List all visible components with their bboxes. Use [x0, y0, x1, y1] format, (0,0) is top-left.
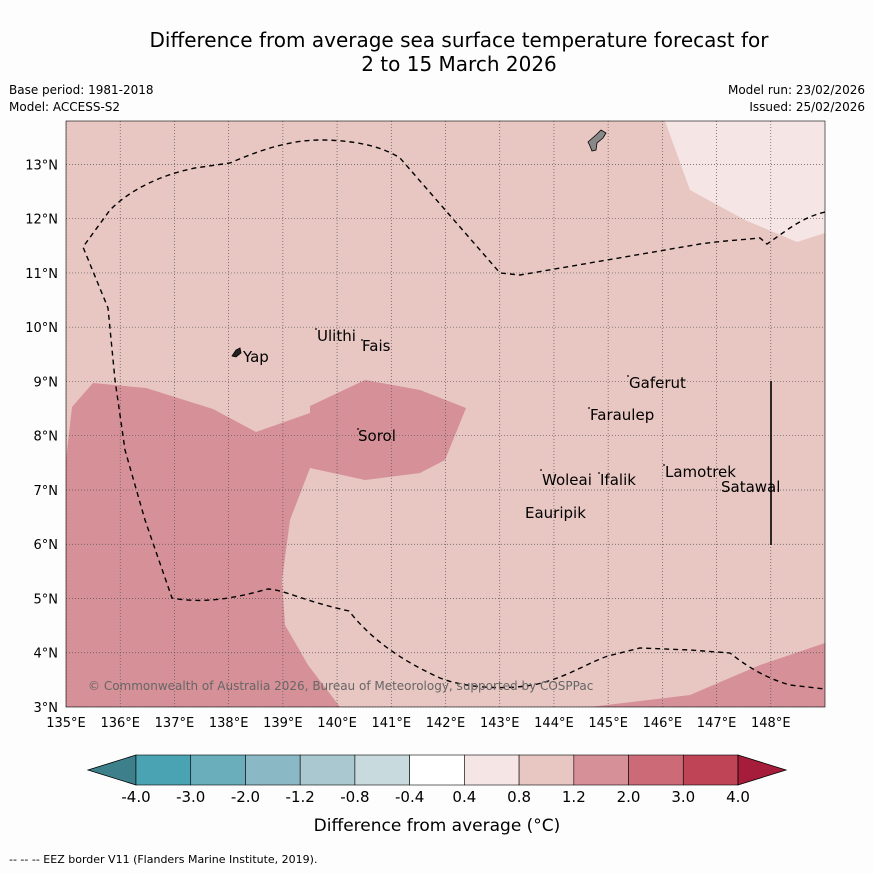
- issued-date: Issued: 25/02/2026: [749, 100, 865, 114]
- lon-tick-label: 148°E: [751, 716, 791, 731]
- colorbar-tick-label: -0.4: [394, 788, 425, 806]
- island-marker: [540, 469, 542, 471]
- place-label-faraulep: Faraulep: [590, 406, 654, 424]
- lat-tick-label: 6°N: [34, 538, 59, 553]
- colorbar-tick-label: 2.0: [616, 788, 641, 806]
- colorbar-swatch: [518, 754, 575, 786]
- chart-title: Difference from average sea surface temp…: [0, 28, 873, 76]
- colorbar-extend-low: [86, 754, 137, 786]
- guam-island: [587, 129, 607, 152]
- lon-tick-label: 145°E: [588, 716, 628, 731]
- colorbar-swatch: [682, 754, 739, 786]
- colorbar-tick-label: 4.0: [726, 788, 750, 806]
- colorbar-tick-label: -1.2: [285, 788, 315, 806]
- copyright-notice: © Commonwealth of Australia 2026, Bureau…: [88, 679, 593, 693]
- lat-tick-label: 3°N: [34, 701, 59, 716]
- lon-tick-label: 138°E: [209, 716, 249, 731]
- lon-tick-label: 143°E: [480, 716, 520, 731]
- map-frame: [65, 120, 826, 708]
- colorbar-tick-label: -4.0: [121, 788, 151, 806]
- colorbar-extend-high: [737, 754, 788, 786]
- lat-tick-label: 4°N: [34, 647, 59, 662]
- lon-tick-label: 140°E: [317, 716, 357, 731]
- island-marker: [315, 328, 317, 330]
- colorbar-title: Difference from average (°C): [313, 816, 561, 836]
- lon-tick-label: 135°E: [46, 716, 86, 731]
- island-marker: [361, 339, 363, 341]
- lat-tick-label: 13°N: [25, 158, 58, 173]
- model-run: Model run: 23/02/2026: [727, 83, 865, 97]
- footnote: -- -- -- EEZ border V11 (Flanders Marine…: [9, 853, 318, 866]
- place-label-sorol: Sorol: [358, 427, 396, 445]
- island-marker: [663, 464, 665, 466]
- meta-left: Base period: 1981-2018 Model: ACCESS-S2: [9, 82, 154, 116]
- lon-tick-label: 137°E: [155, 716, 195, 731]
- anomaly-band-0.4-0.8: [665, 121, 825, 242]
- place-label-woleai: Woleai: [542, 471, 592, 489]
- colorbar-swatch: [573, 754, 629, 786]
- colorbar-swatch: [245, 754, 301, 786]
- anomaly-band-1.2-2.0-west: [66, 380, 466, 707]
- colorbar-swatch: [135, 754, 192, 786]
- colorbar-tick-label: 3.0: [671, 788, 696, 806]
- place-label-eauripik: Eauripik: [525, 504, 586, 522]
- place-label-fais: Fais: [362, 337, 391, 355]
- eez-border: [82, 139, 825, 690]
- lon-tick-label: 139°E: [263, 716, 303, 731]
- place-labels: Ulithi Fais Yap Gaferut Faraulep Sorol Lamotre…: [242, 327, 780, 522]
- model-name: Model: ACCESS-S2: [9, 100, 121, 114]
- colorbar-tick-label: -3.0: [176, 788, 206, 806]
- map-axes: 135°E 136°E 137°E 138°E 139°E 140°E 141°E 142°E…: [25, 158, 790, 731]
- island-marker: [588, 407, 590, 409]
- colorbar-swatch: [409, 754, 465, 786]
- lat-tick-label: 11°N: [25, 267, 58, 282]
- colorbar-swatch: [299, 754, 356, 786]
- island-marker: [598, 472, 600, 474]
- anomaly-band-1.2-2.0-southeast: [590, 643, 825, 707]
- colorbar: [86, 754, 788, 786]
- graticule: [66, 121, 825, 707]
- lat-tick-label: 9°N: [34, 375, 59, 390]
- lon-tick-label: 136°E: [100, 716, 140, 731]
- colorbar-swatch: [190, 754, 246, 786]
- island-marker: [627, 375, 629, 377]
- place-label-yap: Yap: [242, 348, 269, 366]
- colorbar-tick-label: 0.4: [452, 788, 477, 806]
- lat-tick-label: 12°N: [25, 213, 58, 228]
- colorbar-swatch: [354, 754, 410, 786]
- meta-right: Model run: 23/02/2026 Issued: 25/02/2026: [728, 82, 865, 116]
- lon-tick-label: 147°E: [697, 716, 737, 731]
- base-period: Base period: 1981-2018: [9, 83, 154, 97]
- lon-tick-label: 141°E: [372, 716, 412, 731]
- colorbar-swatch: [464, 754, 520, 786]
- colorbar-tick-label: 0.8: [507, 788, 532, 806]
- place-label-ulithi: Ulithi: [317, 327, 356, 345]
- colorbar-tick-label: 1.2: [561, 788, 586, 806]
- place-label-gaferut: Gaferut: [629, 374, 686, 392]
- lon-tick-label: 144°E: [534, 716, 574, 731]
- island-marker: [357, 428, 359, 430]
- place-label-ifalik: Ifalik: [600, 471, 636, 489]
- lon-tick-label: 146°E: [643, 716, 683, 731]
- colorbar-tick-label: -0.8: [340, 788, 370, 806]
- map-plot-area: Ulithi Fais Yap Gaferut Faraulep Sorol Lamotre…: [66, 121, 825, 707]
- lat-tick-label: 10°N: [25, 321, 58, 336]
- title-line-1: Difference from average sea surface temp…: [149, 28, 769, 52]
- lat-tick-label: 5°N: [34, 592, 59, 607]
- title-line-2: 2 to 15 March 2026: [361, 52, 557, 76]
- place-label-satawal: Satawal: [721, 478, 780, 496]
- colorbar-tick-label: -2.0: [230, 788, 261, 806]
- place-label-lamotrek: Lamotrek: [665, 463, 736, 481]
- lat-tick-label: 8°N: [34, 430, 59, 445]
- lat-tick-label: 7°N: [34, 484, 59, 499]
- lon-tick-label: 142°E: [426, 716, 466, 731]
- yap-island: [231, 347, 242, 358]
- colorbar-swatch: [628, 754, 684, 786]
